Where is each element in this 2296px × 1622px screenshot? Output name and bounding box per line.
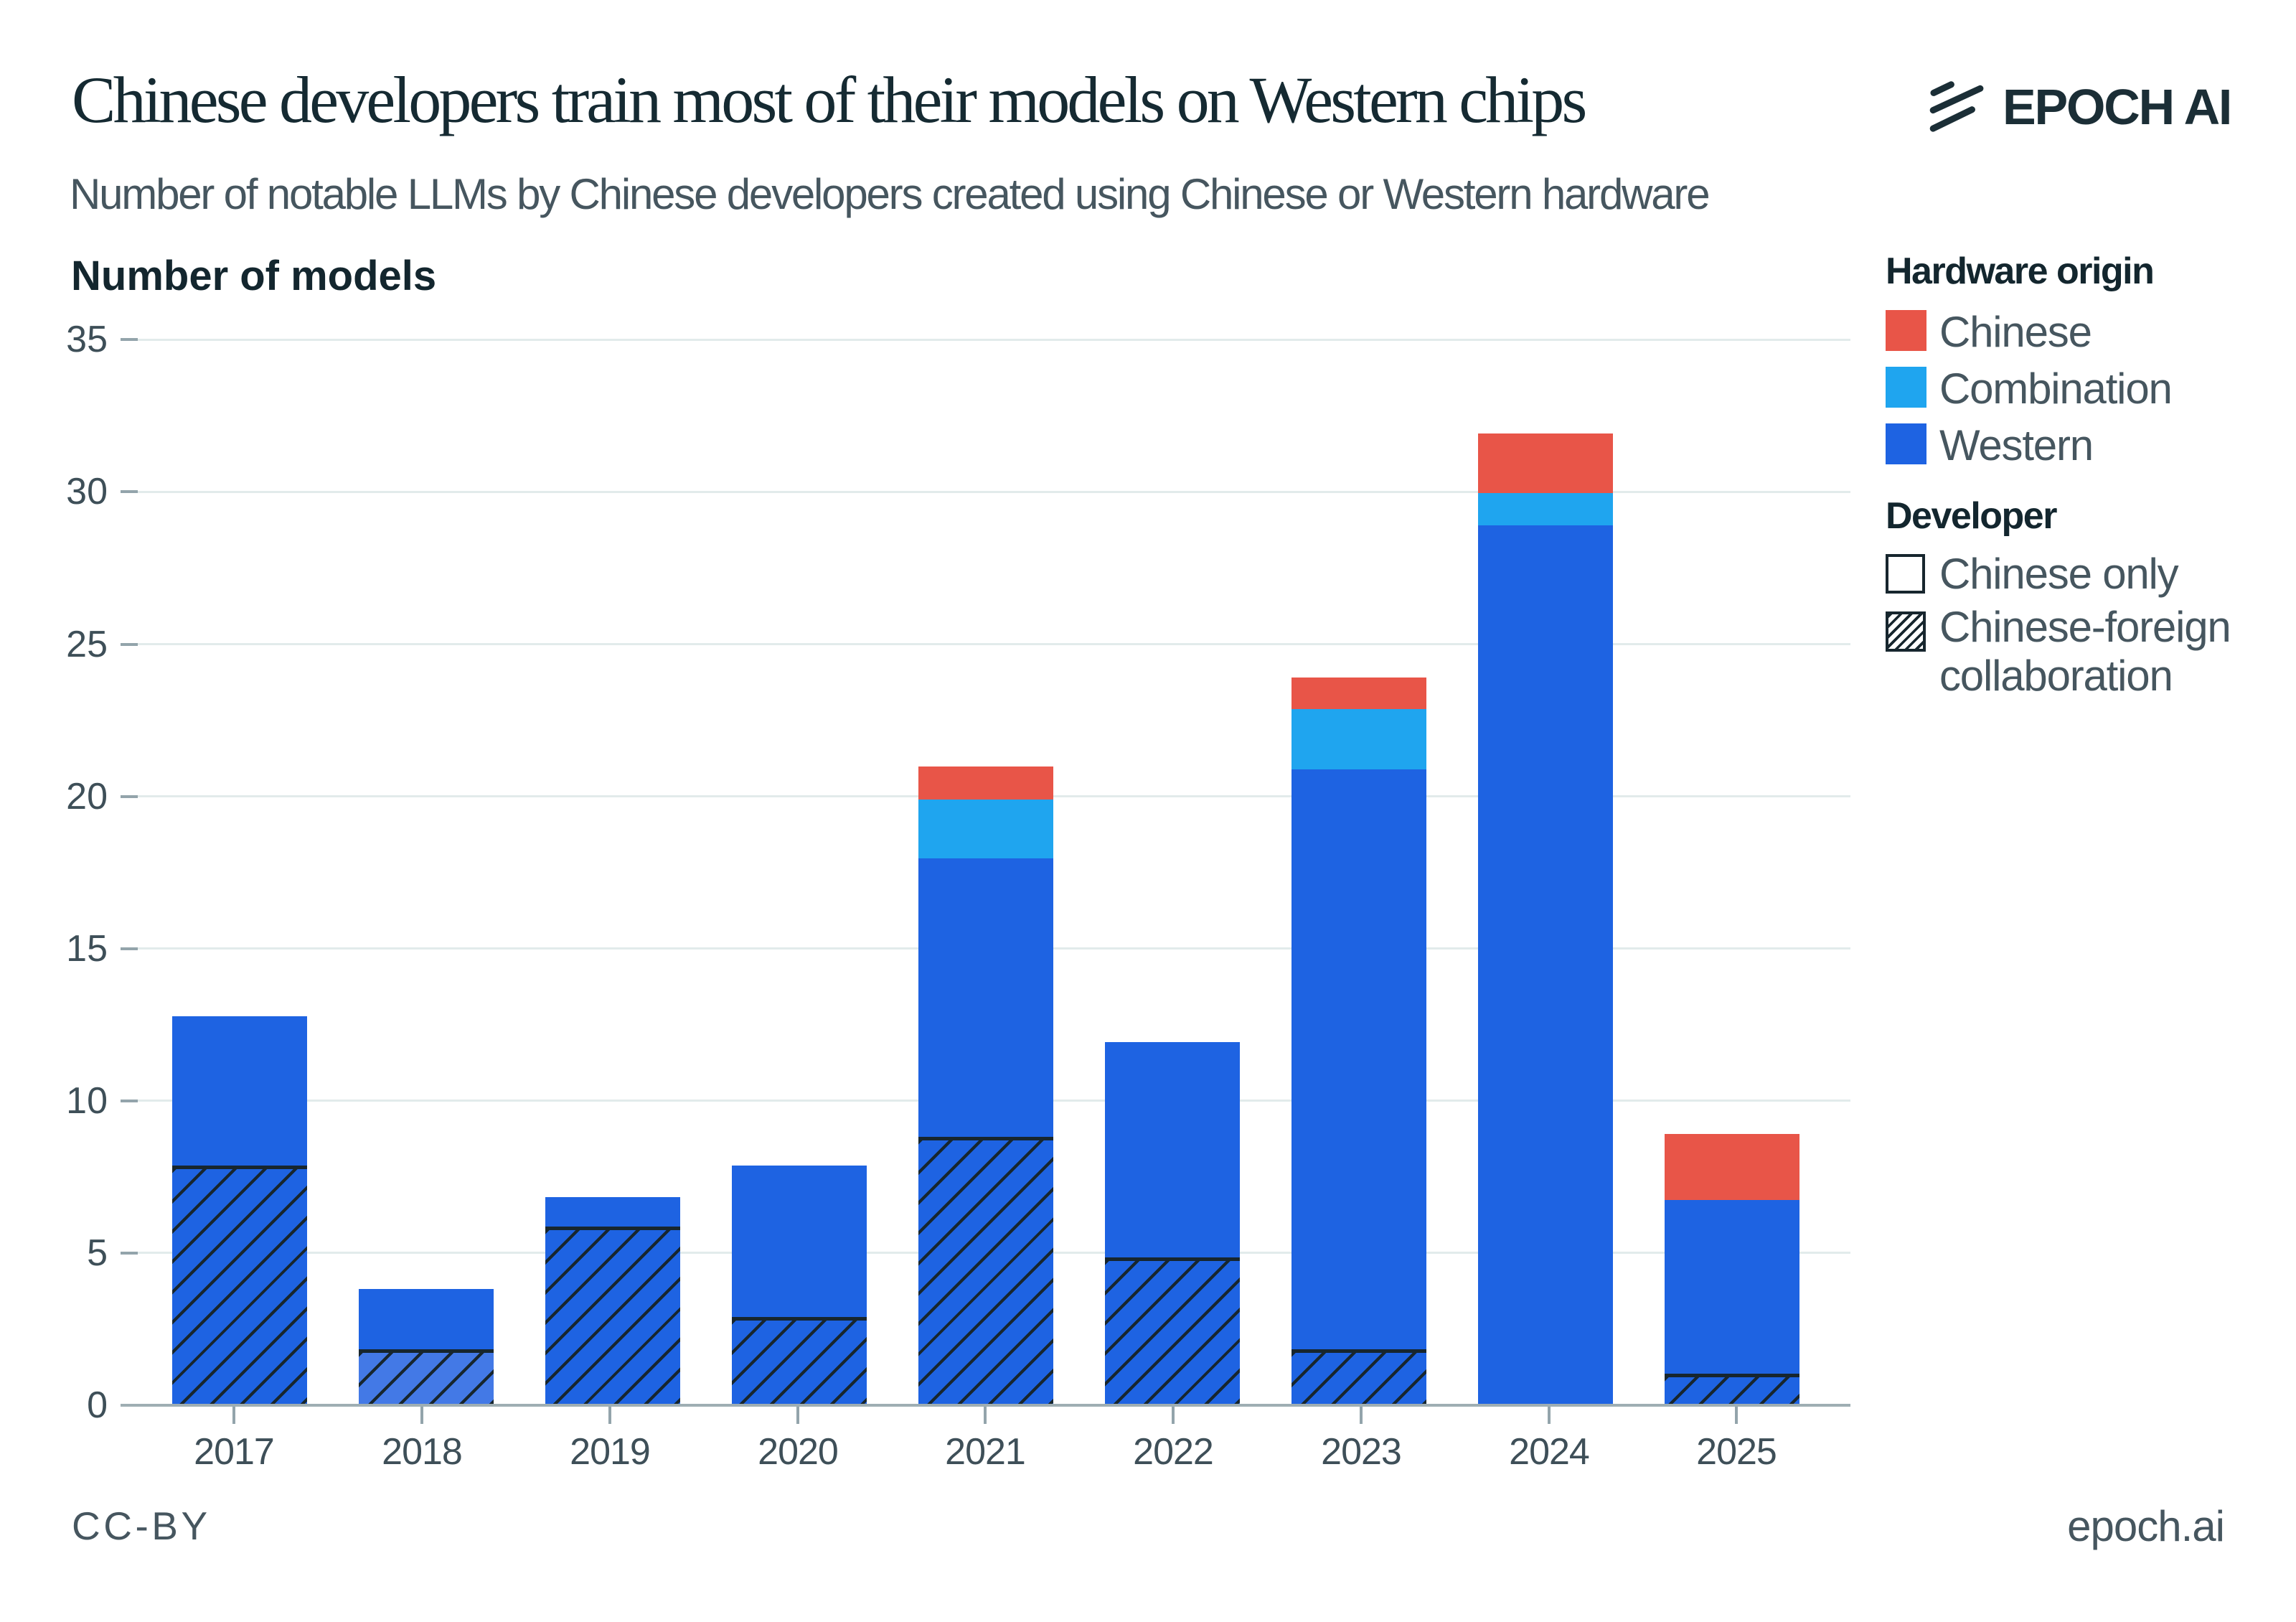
svg-text:EPOCH AI: EPOCH AI	[2003, 79, 2231, 135]
